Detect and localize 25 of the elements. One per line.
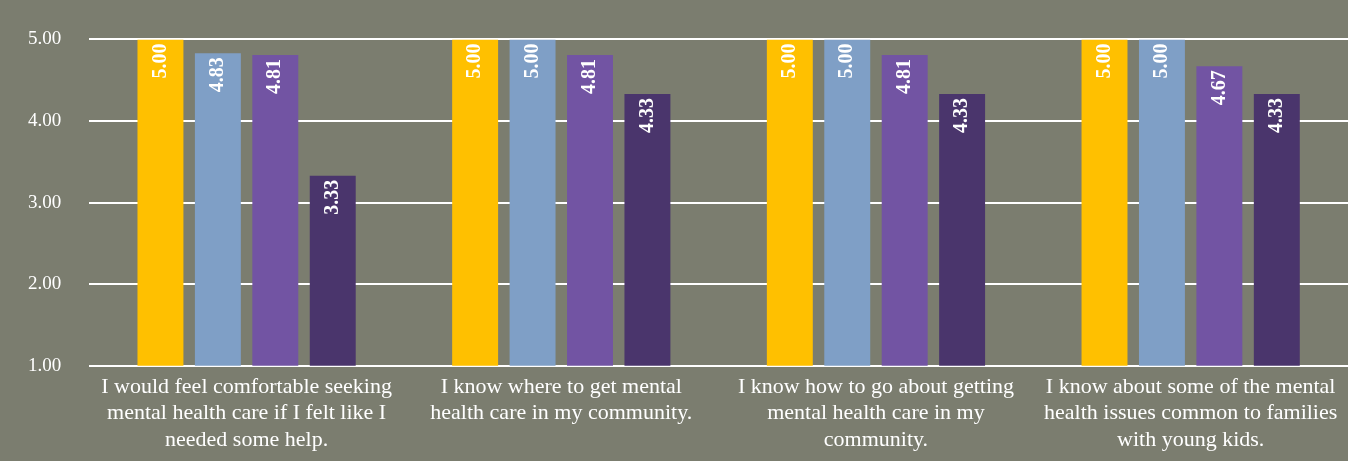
x-tick-label: I know where to get mental health care in my community. (430, 372, 693, 425)
y-tick-label: 1.00 (28, 353, 62, 375)
y-tick-label: 5.00 (28, 27, 62, 49)
data-label: 5.00 (776, 43, 799, 79)
data-label: 4.81 (891, 58, 914, 94)
data-label: 5.00 (834, 43, 857, 79)
data-label: 4.33 (949, 98, 972, 134)
data-label: 5.00 (147, 43, 170, 79)
data-label: 4.83 (205, 57, 228, 93)
x-tick-label: I know about some of the mental health issues common to families with young kids. (1044, 372, 1338, 451)
data-label: 4.67 (1206, 70, 1229, 106)
data-label: 4.81 (262, 58, 285, 94)
data-label: 5.00 (462, 43, 485, 79)
y-tick-label: 3.00 (28, 190, 62, 212)
data-label: 5.00 (519, 43, 542, 79)
x-tick-label: I would feel comfortable seeking mental health care if I felt like I needed some help. (101, 372, 392, 451)
data-label: 4.33 (634, 98, 657, 134)
data-label: 4.33 (1263, 98, 1286, 134)
data-label: 5.00 (1091, 43, 1114, 79)
data-label: 5.00 (1149, 43, 1172, 79)
data-label: 4.81 (577, 58, 600, 94)
y-tick-label: 4.00 (28, 108, 62, 130)
data-label: 3.33 (319, 179, 342, 215)
x-tick-label: I know how to go about getting mental health care in my community. (737, 372, 1015, 451)
y-tick-label: 2.00 (28, 272, 62, 294)
